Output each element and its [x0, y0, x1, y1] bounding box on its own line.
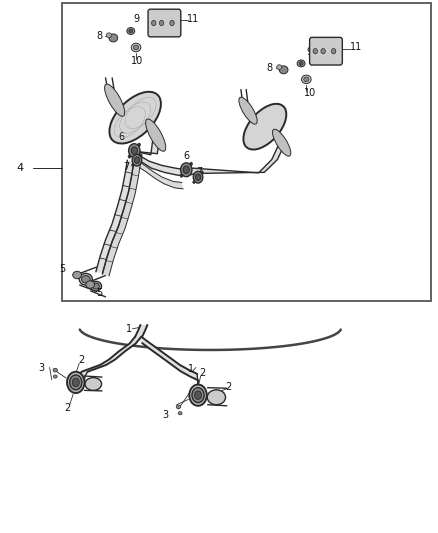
- Ellipse shape: [321, 49, 325, 54]
- Text: 3: 3: [162, 410, 168, 421]
- Text: 7: 7: [124, 161, 130, 172]
- Text: 5: 5: [96, 287, 102, 297]
- Ellipse shape: [145, 119, 166, 151]
- Ellipse shape: [332, 49, 336, 54]
- Ellipse shape: [105, 84, 125, 116]
- Text: 5: 5: [59, 264, 65, 273]
- Ellipse shape: [92, 283, 99, 289]
- Ellipse shape: [67, 372, 85, 393]
- Ellipse shape: [195, 174, 201, 180]
- Text: 9: 9: [306, 47, 312, 56]
- Text: 2: 2: [78, 355, 84, 365]
- Polygon shape: [135, 337, 142, 343]
- Ellipse shape: [170, 20, 174, 26]
- Text: 10: 10: [131, 56, 143, 66]
- Ellipse shape: [193, 181, 195, 183]
- Ellipse shape: [190, 162, 192, 166]
- Text: 8: 8: [96, 31, 102, 41]
- Ellipse shape: [129, 144, 140, 158]
- Text: 6: 6: [118, 132, 124, 142]
- Ellipse shape: [277, 64, 282, 69]
- Ellipse shape: [272, 129, 291, 156]
- Text: 8: 8: [267, 63, 273, 72]
- Ellipse shape: [279, 66, 288, 74]
- Ellipse shape: [109, 34, 118, 42]
- Polygon shape: [81, 337, 141, 372]
- Ellipse shape: [73, 271, 81, 279]
- Ellipse shape: [128, 155, 131, 158]
- Polygon shape: [132, 152, 188, 176]
- Text: 3: 3: [39, 363, 45, 373]
- Ellipse shape: [192, 387, 204, 402]
- Ellipse shape: [85, 377, 102, 390]
- Ellipse shape: [106, 33, 112, 38]
- Polygon shape: [135, 325, 148, 337]
- Ellipse shape: [110, 92, 161, 143]
- Polygon shape: [96, 160, 134, 273]
- Ellipse shape: [132, 164, 134, 167]
- Ellipse shape: [53, 375, 57, 378]
- Polygon shape: [141, 337, 198, 380]
- Text: 2: 2: [226, 382, 232, 392]
- Ellipse shape: [127, 28, 135, 35]
- Bar: [62, 3, 431, 301]
- Ellipse shape: [86, 281, 95, 288]
- Ellipse shape: [79, 273, 92, 285]
- Text: 2: 2: [64, 403, 70, 413]
- Text: 4: 4: [17, 163, 24, 173]
- Polygon shape: [130, 141, 159, 158]
- FancyBboxPatch shape: [310, 37, 343, 65]
- Ellipse shape: [81, 276, 90, 283]
- Ellipse shape: [138, 143, 141, 147]
- Ellipse shape: [244, 104, 286, 150]
- Ellipse shape: [313, 49, 318, 54]
- Ellipse shape: [70, 375, 82, 390]
- Text: 11: 11: [350, 42, 362, 52]
- Ellipse shape: [131, 147, 138, 155]
- Ellipse shape: [131, 43, 141, 52]
- Ellipse shape: [193, 171, 203, 183]
- Ellipse shape: [72, 378, 79, 386]
- Text: 7: 7: [196, 167, 202, 177]
- Ellipse shape: [53, 368, 57, 372]
- Polygon shape: [197, 374, 199, 393]
- Text: 9: 9: [133, 14, 139, 25]
- Ellipse shape: [297, 60, 305, 67]
- Ellipse shape: [132, 155, 142, 166]
- Ellipse shape: [304, 77, 309, 82]
- Text: 10: 10: [304, 88, 316, 98]
- Ellipse shape: [299, 62, 303, 65]
- Polygon shape: [138, 161, 183, 189]
- Ellipse shape: [90, 281, 102, 291]
- Ellipse shape: [159, 20, 164, 26]
- Ellipse shape: [129, 29, 133, 33]
- Text: 11: 11: [187, 14, 199, 24]
- Ellipse shape: [189, 384, 207, 406]
- Ellipse shape: [180, 174, 183, 177]
- Ellipse shape: [134, 45, 139, 50]
- Ellipse shape: [183, 166, 189, 174]
- Ellipse shape: [194, 391, 201, 399]
- Polygon shape: [182, 143, 285, 175]
- Ellipse shape: [140, 154, 142, 157]
- Text: 1: 1: [127, 324, 133, 334]
- Text: 6: 6: [183, 151, 189, 161]
- Text: 1: 1: [187, 364, 194, 374]
- Ellipse shape: [178, 411, 182, 415]
- Ellipse shape: [176, 405, 180, 409]
- Text: 2: 2: [199, 368, 205, 378]
- Ellipse shape: [152, 20, 156, 26]
- Ellipse shape: [301, 75, 311, 84]
- FancyBboxPatch shape: [148, 9, 181, 37]
- Polygon shape: [102, 163, 141, 276]
- Ellipse shape: [239, 97, 257, 124]
- Ellipse shape: [180, 163, 192, 176]
- Ellipse shape: [207, 390, 226, 405]
- Ellipse shape: [201, 171, 203, 174]
- Ellipse shape: [134, 157, 140, 164]
- Polygon shape: [78, 372, 88, 379]
